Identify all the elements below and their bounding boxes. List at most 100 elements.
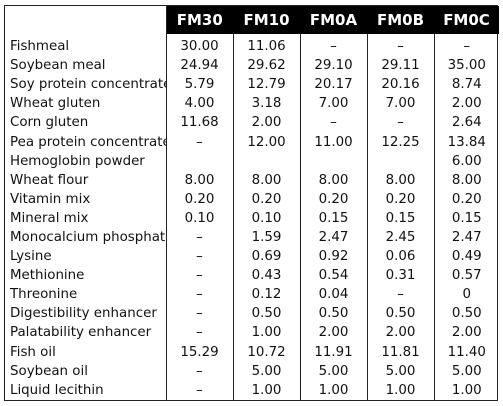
value-cell: 29.11 <box>367 56 435 76</box>
table-row: Wheat gluten 4.00 3.18 7.00 7.00 2.00 <box>5 94 499 114</box>
value-cell: 0.54 <box>300 266 368 286</box>
value-cell: – <box>367 285 435 305</box>
value-cell: 1.59 <box>233 227 301 248</box>
ingredient-label: Lysine <box>5 247 167 267</box>
value-cell: 1.00 <box>233 323 301 343</box>
table-row: Lysine –0.69 0.92 0.06 0.49 <box>5 247 499 267</box>
value-cell: 12.25 <box>367 132 435 152</box>
value-cell: 0.10 <box>233 208 301 228</box>
table-row: Pea protein concentrate –12.00 11.00 12.25 1… <box>5 132 499 152</box>
value-cell: 0.50 <box>451 306 482 322</box>
ingredient-label: Wheat gluten <box>5 94 167 114</box>
value-cell: 8.00 <box>166 170 234 190</box>
value-cell: – <box>166 285 234 305</box>
table-row: Methionine –0.43 0.54 0.31 0.57 <box>5 266 499 286</box>
ingredient-label: Mineral mix <box>5 208 167 228</box>
value-cell: 11.40 <box>447 344 486 360</box>
value-cell: 0.20 <box>451 191 482 207</box>
value-cell: 13.84 <box>447 134 486 150</box>
table-row: Liquid lecithin –1.00 1.00 1.00 1.00 <box>5 380 499 400</box>
table-row: Fishmeal 30.00 11.06– – – <box>5 34 499 57</box>
ingredient-label: Corn gluten <box>5 113 167 133</box>
value-cell: 0.12 <box>233 285 301 305</box>
value-cell: 8.00 <box>233 170 301 190</box>
value-cell: 1.00 <box>451 382 482 398</box>
value-cell: 29.10 <box>300 56 368 76</box>
value-cell: 0.06 <box>367 247 435 267</box>
value-cell: 7.00 <box>300 94 368 114</box>
value-cell: – <box>300 113 368 133</box>
ingredient-label: Palatability enhancer <box>5 323 167 343</box>
value-cell: 12.79 <box>233 75 301 95</box>
value-cell: 0.15 <box>367 208 435 228</box>
ingredient-label: Methionine <box>5 266 167 286</box>
value-cell: 3.18 <box>233 94 301 114</box>
value-cell: 5.79 <box>166 75 234 95</box>
diet-formulation-table-frame: FM30 FM10 FM0A FM0B FM0C Fishmeal 30.00 11… <box>4 5 499 401</box>
value-cell: 24.94 <box>166 56 234 76</box>
value-cell: 0.50 <box>300 304 368 324</box>
diet-formulation-table: FM30 FM10 FM0A FM0B FM0C Fishmeal 30.00 11… <box>5 6 499 400</box>
value-cell: 2.64 <box>451 115 482 131</box>
value-cell: 11.00 <box>300 132 368 152</box>
value-cell: 0.10 <box>166 208 234 228</box>
value-cell: 5.00 <box>300 361 368 381</box>
ingredient-label: Monocalcium phosphate <box>5 227 167 248</box>
ingredient-label: Digestibility enhancer <box>5 304 167 324</box>
value-cell: 20.16 <box>367 75 435 95</box>
value-cell: 8.00 <box>367 170 435 190</box>
value-cell: – <box>166 266 234 286</box>
table-row: Soybean oil –5.00 5.00 5.00 5.00 <box>5 361 499 381</box>
value-cell: 10.72 <box>233 342 301 362</box>
value-cell: 1.00 <box>300 380 368 400</box>
value-cell: 4.00 <box>166 94 234 114</box>
value-cell: 2.47 <box>300 227 368 248</box>
value-cell: – <box>367 113 435 133</box>
value-cell: 0.50 <box>367 304 435 324</box>
value-cell: 0 <box>462 287 472 303</box>
table-row: Wheat flour 8.00 8.00 8.00 8.00 8.00 <box>5 170 499 190</box>
table-row: Mineral mix 0.10 0.10 0.15 0.15 0.15 <box>5 208 499 228</box>
column-header: FM0C <box>434 6 499 34</box>
value-cell: – <box>166 304 234 324</box>
ingredient-label: Soybean oil <box>5 361 167 381</box>
value-cell: – <box>367 34 435 57</box>
header-row: FM30 FM10 FM0A FM0B FM0C <box>5 6 499 34</box>
column-header: FM0B <box>367 6 434 34</box>
value-cell: – <box>463 39 471 55</box>
table-row: Corn gluten 11.68 2.00– –2.64 <box>5 113 499 133</box>
value-cell: – <box>166 323 234 343</box>
value-cell: 8.00 <box>451 172 482 188</box>
value-cell: 0.69 <box>233 247 301 267</box>
value-cell: – <box>166 380 234 400</box>
value-cell: 11.91 <box>300 342 368 362</box>
value-cell: 0.50 <box>233 304 301 324</box>
ingredient-label: Liquid lecithin <box>5 380 167 400</box>
column-header: FM0A <box>300 6 367 34</box>
value-cell: 0.31 <box>367 266 435 286</box>
column-header: FM10 <box>233 6 300 34</box>
value-cell: 2.00 <box>300 323 368 343</box>
header-corner <box>5 6 167 34</box>
value-cell: 5.00 <box>233 361 301 381</box>
value-cell: 7.00 <box>367 94 435 114</box>
value-cell: 6.00 <box>451 153 482 169</box>
ingredient-label: Hemoglobin powder <box>5 151 167 171</box>
table-row: Palatability enhancer –1.00 2.00 2.00 2.00 <box>5 323 499 343</box>
table-body: Fishmeal 30.00 11.06– – – Soybean meal 24.94 29… <box>5 34 499 400</box>
table-row: Digestibility enhancer –0.50 0.50 0.50 0.50 <box>5 304 499 324</box>
value-cell: 0.43 <box>233 266 301 286</box>
value-cell <box>367 151 435 171</box>
value-cell <box>300 151 368 171</box>
value-cell: 2.00 <box>451 325 482 341</box>
value-cell: – <box>166 361 234 381</box>
table-row: Soy protein concentrate 5.79 12.79 20.17 20.… <box>5 75 499 95</box>
value-cell: 1.00 <box>233 380 301 400</box>
table-row: Monocalcium phosphate –1.59 2.47 2.45 2.47 <box>5 227 499 248</box>
table-row: Hemoglobin powder 6.00 <box>5 151 499 171</box>
ingredient-label: Fish oil <box>5 342 167 362</box>
value-cell: – <box>166 247 234 267</box>
value-cell: 2.45 <box>367 227 435 248</box>
value-cell: 0.04 <box>300 285 368 305</box>
value-cell: 35.00 <box>447 58 486 74</box>
